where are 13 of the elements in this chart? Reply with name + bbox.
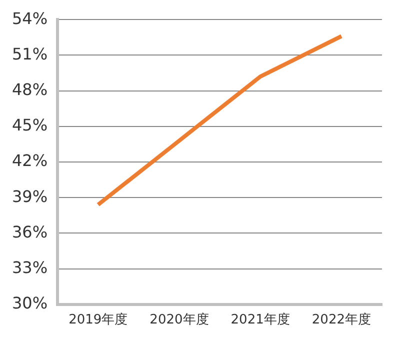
x-tick-label: 2022年度 [312, 312, 371, 328]
y-tick-label: 30% [12, 294, 48, 313]
y-tick-label: 54% [12, 8, 48, 28]
y-tick-label: 51% [12, 44, 48, 64]
x-tick-label: 2021年度 [230, 312, 290, 328]
y-tick-label: 33% [12, 258, 48, 277]
y-tick-label: 42% [12, 151, 48, 170]
y-tick-label: 48% [12, 80, 48, 99]
y-tick-label: 36% [12, 222, 48, 242]
y-tick-label: 39% [12, 186, 48, 206]
y-tick-label: 45% [12, 116, 48, 135]
x-tick-label: 2019年度 [68, 312, 128, 328]
x-tick-label: 2020年度 [150, 312, 209, 328]
